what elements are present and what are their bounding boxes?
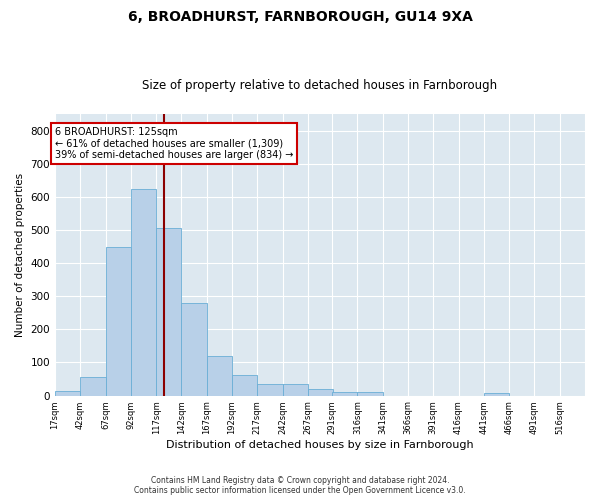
Bar	[332, 392, 358, 396]
Text: 6, BROADHURST, FARNBOROUGH, GU14 9XA: 6, BROADHURST, FARNBOROUGH, GU14 9XA	[128, 10, 472, 24]
Title: Size of property relative to detached houses in Farnborough: Size of property relative to detached ho…	[142, 79, 497, 92]
Bar	[283, 384, 308, 396]
Bar	[181, 303, 207, 396]
Text: 6 BROADHURST: 125sqm
← 61% of detached houses are smaller (1,309)
39% of semi-de: 6 BROADHURST: 125sqm ← 61% of detached h…	[55, 128, 293, 160]
Bar	[156, 228, 181, 396]
Bar	[131, 188, 156, 396]
Bar	[232, 375, 257, 396]
Bar	[80, 378, 106, 396]
Bar	[207, 356, 232, 396]
Bar	[257, 384, 283, 396]
Bar	[358, 392, 383, 396]
Bar	[484, 393, 509, 396]
Y-axis label: Number of detached properties: Number of detached properties	[15, 172, 25, 337]
Bar	[308, 389, 333, 396]
Bar	[55, 392, 80, 396]
X-axis label: Distribution of detached houses by size in Farnborough: Distribution of detached houses by size …	[166, 440, 474, 450]
Bar	[106, 246, 131, 396]
Text: Contains HM Land Registry data © Crown copyright and database right 2024.
Contai: Contains HM Land Registry data © Crown c…	[134, 476, 466, 495]
